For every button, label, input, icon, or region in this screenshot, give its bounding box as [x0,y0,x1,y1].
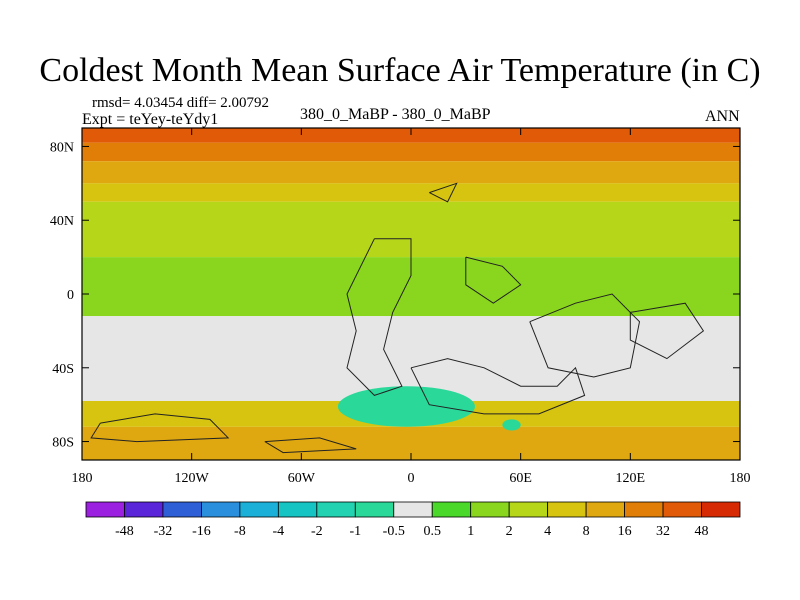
colorbar-label: 16 [618,524,632,539]
colorbar-swatch-10 [470,501,510,518]
colorbar-swatch-0 [85,501,125,518]
colorbar-label: -32 [154,524,173,539]
colorbar-label: 32 [656,524,670,539]
colorbar-swatch-15 [662,501,702,518]
field-band-1 [82,142,740,162]
season-label: ANN [705,108,740,125]
colorbar-label: -16 [192,524,211,539]
colorbar-swatch-1 [124,501,164,518]
colorbar-label: -2 [311,524,323,539]
x-tick-label: 60W [288,471,316,486]
field-band-0 [82,128,740,143]
axes: 180 120W 60W 0 60E 120E 180 80N 40N 0 40S 80S [50,128,751,486]
y-tick-label: 80S [52,436,74,451]
colorbar-swatch-7 [354,501,395,518]
coastline-7 [629,302,705,360]
x-tick-label: 180 [72,471,93,486]
coastline-5 [90,413,230,443]
colorbar-swatch-11 [508,501,549,518]
colorbar-swatch-9 [431,501,472,518]
colorbar-label: -4 [273,524,285,539]
colorbar-swatch-8 [393,501,433,518]
cold-anomaly-0 [337,386,475,427]
x-tick-label: 120E [616,471,646,486]
coastline-1 [410,358,586,415]
experiment-label: Expt = teYey-teYdy1 [82,111,219,128]
coastline-2 [529,293,641,378]
colorbar-label: -48 [115,524,134,539]
colorbar-swatch-12 [547,501,587,518]
colorbar-swatch-16 [701,501,741,518]
colorbar: -48 -32 -16 -8 -4 -2 -1 -0.5 0.5 1 2 4 8 16 32 48 [85,501,741,539]
chart-title: Coldest Month Mean Surface Air Temperatu… [39,52,761,89]
y-tick-label: 80N [50,140,74,155]
x-tick-label: 180 [730,471,751,486]
colorbar-swatch-5 [277,501,318,518]
colorbar-label: 48 [695,524,709,539]
comparison-label: 380_0_MaBP - 380_0_MaBP [300,106,491,123]
coastline-4 [465,256,522,304]
colorbar-label: -1 [349,524,361,539]
y-tick-label: 0 [67,288,74,303]
colorbar-label: 0.5 [423,524,441,539]
colorbar-swatch-6 [316,501,356,518]
colorbar-label: 4 [544,524,551,539]
colorbar-swatch-2 [162,501,202,518]
coastline-6 [264,437,357,454]
x-tick-label: 120W [175,471,210,486]
colorbar-swatch-3 [201,501,241,518]
colorbar-label: -0.5 [383,524,405,539]
cold-anomaly-1 [502,419,521,431]
stats-text: rmsd= 4.03454 diff= 2.00792 [92,95,270,111]
x-tick-label: 0 [408,471,415,486]
coastline-0 [346,238,412,396]
colorbar-label: 8 [583,524,590,539]
x-tick-label: 60E [509,471,532,486]
field-band-2 [82,161,740,184]
y-tick-label: 40S [52,362,74,377]
colorbar-swatch-14 [624,501,664,518]
colorbar-swatch-13 [585,501,625,518]
colorbar-label: 2 [506,524,513,539]
field-band-3 [82,183,740,202]
map-field [82,128,740,460]
coastline-3 [429,182,458,203]
colorbar-label: 1 [467,524,474,539]
y-tick-label: 40N [50,214,74,229]
coastline-outlines [90,182,705,454]
colorbar-swatch-4 [239,501,279,518]
colorbar-label: -8 [234,524,246,539]
